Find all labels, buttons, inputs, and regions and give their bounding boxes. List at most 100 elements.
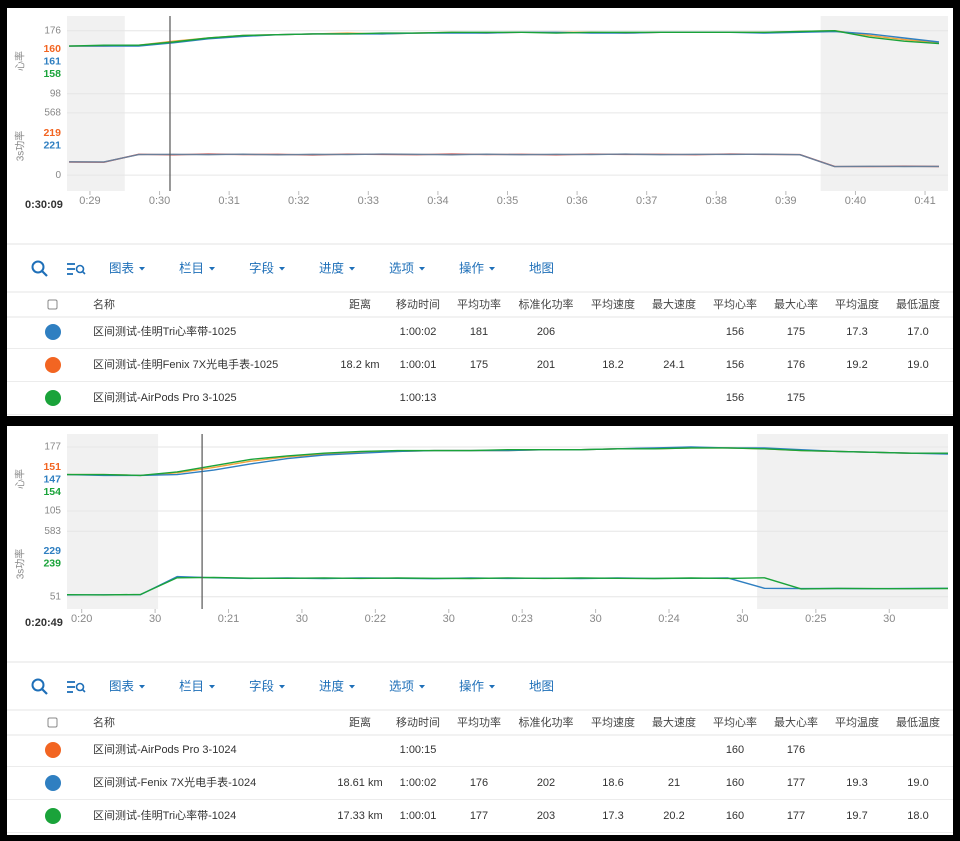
list-icon: [81, 270, 86, 275]
cursor-value: 219: [43, 127, 61, 139]
toolbar-menu[interactable]: 字段: [249, 260, 274, 275]
activity-name[interactable]: 区间测试-佳明Tri心率带-1024: [93, 808, 236, 822]
x-tick-label: 0:38: [706, 195, 727, 207]
x-tick-label: 0:31: [218, 195, 239, 207]
toolbar-menu[interactable]: 进度: [319, 678, 345, 693]
table-cell: 181: [470, 326, 488, 338]
cursor-value: 239: [43, 557, 61, 569]
x-tick-label: 0:21: [218, 613, 239, 625]
activity-name[interactable]: 区间测试-佳明Tri心率带-1025: [93, 324, 236, 338]
table-cell: 19.0: [907, 359, 928, 371]
table-header: 最大心率: [774, 715, 818, 729]
row-color-dot: [45, 775, 61, 791]
x-tick-label: 0:33: [358, 195, 379, 207]
table-cell: 17.33 km: [337, 810, 382, 822]
table-cell: 160: [726, 810, 744, 822]
table-header: 平均温度: [835, 297, 879, 311]
y-tick-label: 0: [55, 170, 61, 181]
toolbar-menu[interactable]: 进度: [319, 260, 345, 275]
toolbar-menu[interactable]: 操作: [459, 678, 485, 693]
toolbar-menu[interactable]: 图表: [109, 679, 135, 693]
select-all-checkbox[interactable]: [47, 299, 58, 310]
toolbar-menu[interactable]: 地图: [529, 679, 554, 693]
x-tick-label: 0:25: [805, 613, 826, 625]
table-cell: 175: [470, 359, 488, 371]
x-tick-label: 30: [589, 613, 601, 625]
activity-name[interactable]: 区间测试-佳明Fenix 7X光电手表-1025: [93, 357, 278, 371]
y-tick-label: 98: [50, 88, 62, 99]
table-cell: 18.61 km: [337, 777, 382, 789]
list-search-button[interactable]: [67, 681, 86, 693]
x-tick-label: 30: [883, 613, 895, 625]
axis-label: 3s功率: [14, 549, 27, 580]
dropdown-caret: [349, 685, 356, 689]
dropdown-caret: [279, 685, 286, 689]
y-tick-label: 51: [50, 591, 62, 602]
row-color-dot: [45, 742, 61, 758]
table-header: 平均功率: [457, 297, 501, 311]
table-header: 标准化功率: [519, 715, 574, 729]
search-button[interactable]: [31, 678, 48, 695]
toolbar-menu[interactable]: 选项: [389, 679, 414, 693]
dropdown-caret: [419, 685, 426, 689]
row-color-dot: [45, 357, 61, 373]
table-header: 距离: [349, 297, 371, 311]
axis-label: 心率: [14, 469, 27, 489]
table-cell: 18.0: [907, 810, 928, 822]
x-tick-label: 0:20: [71, 613, 92, 625]
table-cell: 17.3: [846, 326, 867, 338]
x-tick-label: 30: [443, 613, 455, 625]
table-cell: 1:00:15: [400, 744, 437, 756]
list-icon: [75, 264, 85, 274]
table-cell: 201: [537, 359, 555, 371]
table-cell: 21: [668, 777, 680, 789]
search-button[interactable]: [31, 260, 48, 277]
activity-name[interactable]: 区间测试-Fenix 7X光电手表-1024: [93, 775, 256, 789]
table-cell: 176: [470, 777, 488, 789]
y-tick-label: 583: [44, 526, 61, 537]
cursor-value: 161: [43, 55, 61, 67]
table-cell: 1:00:01: [400, 810, 437, 822]
table-cell: 19.3: [846, 777, 867, 789]
toolbar-menu[interactable]: 栏目: [179, 678, 204, 693]
search-icon: [41, 688, 48, 695]
table-cell: 18.2 km: [340, 359, 379, 371]
x-tick-label: 0:34: [427, 195, 448, 207]
dropdown-caret: [209, 685, 216, 689]
search-icon: [31, 260, 45, 274]
list-search-button[interactable]: [67, 263, 86, 275]
x-tick-label: 0:35: [497, 195, 518, 207]
table-header: 移动时间: [396, 716, 440, 729]
table-cell: 202: [537, 777, 555, 789]
x-tick-label: 0:22: [365, 613, 386, 625]
dropdown-caret: [419, 267, 426, 271]
table-header: 平均温度: [835, 715, 879, 729]
toolbar-menu[interactable]: 字段: [249, 678, 274, 693]
x-tick-label: 30: [149, 613, 161, 625]
activity-name[interactable]: 区间测试-AirPods Pro 3-1024: [93, 743, 237, 756]
toolbar-menu[interactable]: 操作: [459, 260, 485, 275]
table-cell: 206: [537, 326, 555, 338]
table-cell: 18.6: [602, 777, 623, 789]
toolbar-menu[interactable]: 地图: [529, 261, 554, 275]
x-tick-label: 0:23: [511, 613, 532, 625]
cursor-value: 221: [43, 139, 61, 151]
y-tick-label: 177: [44, 442, 61, 453]
toolbar-menu[interactable]: 栏目: [179, 260, 204, 275]
toolbar-menu[interactable]: 选项: [389, 261, 414, 275]
select-all-checkbox[interactable]: [47, 717, 58, 728]
chart-footer: [7, 633, 953, 661]
x-tick-label: 30: [296, 613, 308, 625]
cursor-value: 158: [43, 68, 61, 80]
power-line: [69, 153, 940, 168]
table-header: 移动时间: [396, 298, 440, 311]
table-cell: 24.1: [663, 359, 684, 371]
toolbar-menu[interactable]: 图表: [109, 261, 135, 275]
dropdown-caret: [489, 685, 496, 689]
table-cell: 1:00:13: [400, 392, 437, 404]
selection-range: [124, 16, 821, 191]
table-cell: 19.7: [846, 810, 867, 822]
hr-line: [69, 30, 940, 47]
activity-name[interactable]: 区间测试-AirPods Pro 3-1025: [93, 391, 237, 404]
